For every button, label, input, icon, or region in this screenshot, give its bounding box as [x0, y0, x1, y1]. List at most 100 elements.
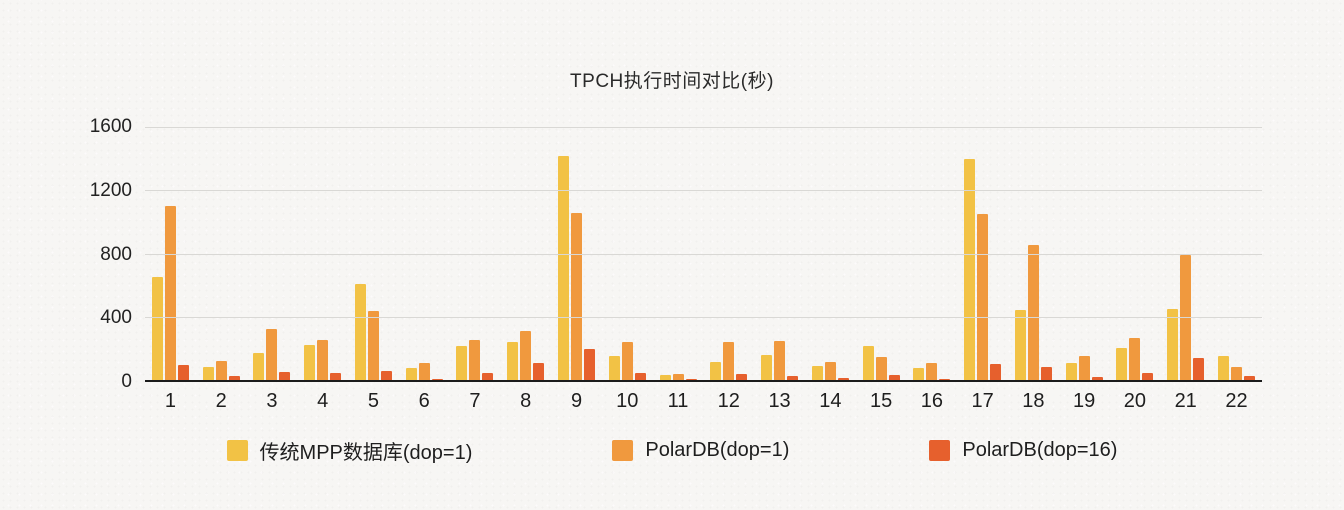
bar — [507, 342, 519, 380]
bar — [354, 283, 366, 380]
bar — [1167, 308, 1179, 380]
bar — [558, 156, 569, 380]
bar — [330, 372, 342, 380]
bar — [939, 378, 951, 380]
bar — [1078, 355, 1090, 380]
bar — [888, 375, 900, 380]
legend-item-mpp-dop1: 传统MPP数据库(dop=1) — [226, 436, 473, 465]
x-axis-tick-label-15: 15 — [869, 390, 893, 412]
bar — [1129, 337, 1141, 380]
legend-label: PolarDB(dop=16) — [962, 439, 1118, 461]
bar — [266, 328, 278, 380]
bar-group-q20: 20 — [1116, 127, 1154, 412]
gridline-400 — [145, 316, 1262, 318]
bar — [811, 365, 823, 380]
x-axis-tick-label-9: 9 — [570, 390, 583, 412]
bar — [482, 373, 494, 380]
bar — [367, 311, 379, 380]
bar — [151, 277, 163, 380]
bar — [977, 213, 989, 380]
bar — [431, 378, 443, 380]
y-axis-tick-label-0: 0 — [121, 371, 132, 392]
x-axis-tick-label-6: 6 — [418, 390, 430, 412]
y-axis-tick-label-800: 800 — [100, 243, 132, 265]
bar — [1243, 376, 1255, 380]
bar-group-q1: 1 — [151, 127, 189, 412]
bar — [913, 367, 925, 380]
bar — [215, 361, 227, 380]
x-axis-tick-label-13: 13 — [768, 390, 791, 412]
bar — [862, 346, 874, 380]
bar — [990, 364, 1002, 380]
legend-item-polardb-dop1: PolarDB(dop=1) — [612, 436, 789, 465]
bar — [228, 376, 240, 380]
bar — [1142, 372, 1154, 380]
x-axis-tick-label-19: 19 — [1073, 390, 1096, 412]
bar — [584, 349, 595, 380]
bar — [279, 372, 291, 380]
bar — [380, 370, 392, 380]
bar-group-q5: 5 — [354, 127, 392, 412]
x-axis-tick-label-5: 5 — [367, 390, 379, 412]
bar-group-q19: 19 — [1065, 127, 1103, 412]
bar-group-q3: 3 — [253, 127, 291, 412]
bar — [787, 375, 799, 380]
bar — [964, 159, 976, 380]
bar — [1230, 367, 1242, 380]
bar-group-q18: 18 — [1014, 127, 1052, 412]
x-axis-tick-label-1: 1 — [164, 390, 176, 412]
chart-title: TPCH执行时间对比(秒) — [570, 71, 774, 92]
x-axis-tick-label-12: 12 — [717, 390, 740, 412]
bar — [659, 375, 671, 380]
bar — [520, 330, 532, 380]
bar-group-q12: 12 — [710, 127, 748, 412]
bar-group-q4: 4 — [304, 127, 342, 412]
bar — [1193, 357, 1205, 380]
bar — [1217, 356, 1229, 380]
bar — [1040, 366, 1052, 380]
bar-group-q2: 2 — [202, 127, 240, 412]
gridline-1600 — [145, 127, 1262, 128]
bar — [710, 361, 722, 380]
legend-swatch-yellow-icon — [226, 440, 248, 461]
bar — [621, 342, 633, 380]
bar-group-q10: 10 — [608, 127, 646, 412]
bar — [875, 356, 887, 380]
bar-group-q9: 9 — [558, 127, 596, 412]
bar — [685, 378, 697, 380]
y-axis-tick-label-400: 400 — [100, 307, 132, 329]
bar-groups-container: 1 2 3 4 5 6 7 8 9 10 11 12 13 14 15 16 17 18 19 20 21 22 — [145, 127, 1262, 412]
bar-group-q7: 7 — [456, 127, 494, 412]
legend-label: 传统MPP数据库(dop=1) — [259, 442, 473, 464]
x-axis-tick-label-17: 17 — [971, 390, 994, 412]
x-axis-tick-label-14: 14 — [819, 390, 842, 412]
bar — [469, 339, 481, 380]
x-axis-tick-label-22: 22 — [1225, 390, 1248, 412]
legend-swatch-orange-icon — [612, 440, 634, 461]
bar — [1116, 348, 1128, 380]
x-axis-tick-label-3: 3 — [266, 390, 278, 412]
bar — [723, 342, 735, 380]
bar-group-q17: 17 — [964, 127, 1002, 412]
bar-group-q16: 16 — [913, 127, 951, 412]
bar — [317, 339, 329, 380]
y-axis-tick-label-1600: 1600 — [89, 116, 132, 137]
bar-group-q22: 22 — [1217, 127, 1255, 412]
bar — [304, 345, 316, 380]
bar — [571, 213, 582, 380]
bar — [456, 346, 468, 380]
bar — [202, 367, 214, 380]
gridline-1200 — [145, 190, 1262, 192]
bar-group-q13: 13 — [761, 127, 799, 412]
x-axis-tick-label-4: 4 — [317, 390, 329, 412]
bar — [177, 364, 189, 380]
legend: 传统MPP数据库(dop=1) PolarDB(dop=1) PolarDB(d… — [0, 436, 1344, 465]
bar — [837, 377, 849, 380]
bar — [164, 206, 176, 380]
bar — [634, 372, 646, 380]
gridline-800 — [145, 253, 1262, 255]
x-axis-tick-label-2: 2 — [215, 390, 227, 412]
bar — [1065, 362, 1077, 380]
bar — [405, 368, 417, 380]
bar — [926, 363, 938, 380]
